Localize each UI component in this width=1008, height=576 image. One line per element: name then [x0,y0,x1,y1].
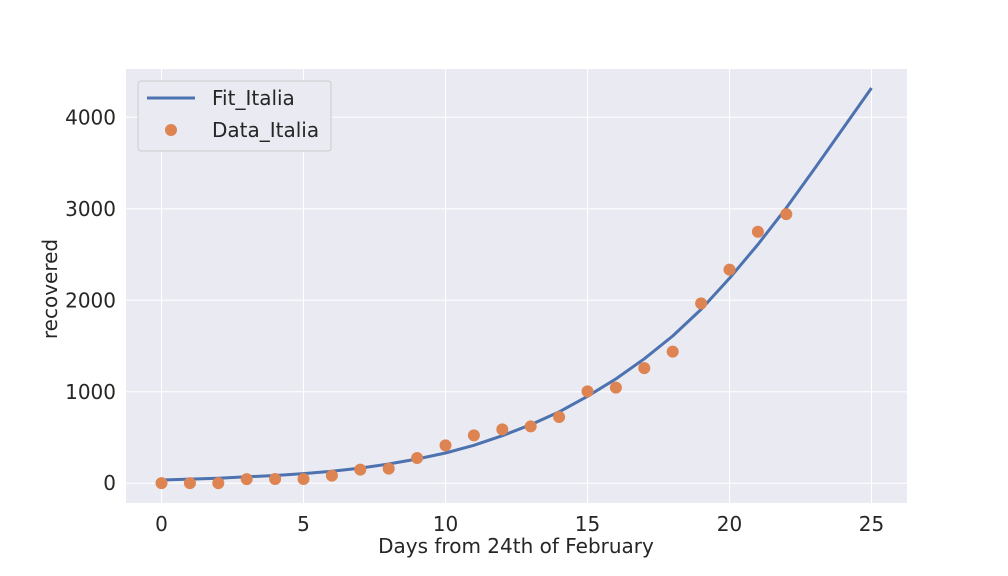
x-tick-label: 20 [717,512,742,536]
data-point [269,473,282,486]
y-axis-label: recovered [38,239,62,339]
x-tick-label: 5 [297,512,310,536]
y-tick-label: 2000 [65,288,116,312]
data-point [609,381,622,394]
data-point [638,362,651,375]
data-point [553,411,566,424]
legend-fit-label: Fit_Italia [212,86,295,110]
data-point [496,423,509,436]
data-point [382,462,395,475]
data-point [751,225,764,238]
y-tick-label: 1000 [65,380,116,404]
data-point [354,463,367,476]
data-point [581,385,594,398]
data-point [723,263,736,276]
x-tick-label: 15 [575,512,600,536]
data-point [439,439,452,452]
data-point [325,469,338,482]
grid-lines [126,69,907,503]
data-point [695,297,708,310]
x-tick-label: 10 [433,512,458,536]
data-point [155,477,168,490]
data-point [467,429,480,442]
data-point [780,208,793,221]
x-tick-labels: 0 5 10 15 20 25 [155,512,884,536]
x-tick-label: 0 [155,512,168,536]
x-axis-label: Days from 24th of February [378,534,654,558]
data-point [524,420,537,433]
x-tick-label: 25 [859,512,884,536]
data-point [183,477,196,490]
data-point [212,477,225,490]
y-tick-label: 0 [103,471,116,495]
data-point [411,451,424,464]
y-tick-labels: 0 1000 2000 3000 4000 [65,105,116,495]
data-point [666,345,679,358]
legend-data-marker [165,124,177,136]
data-point [297,473,310,486]
y-tick-label: 3000 [65,197,116,221]
legend-data-label: Data_Italia [212,118,319,142]
legend: Fit_Italia Data_Italia [137,80,332,152]
y-tick-label: 4000 [65,105,116,129]
fit-line [161,87,873,482]
series-layer [155,87,873,490]
data-point [240,473,253,486]
